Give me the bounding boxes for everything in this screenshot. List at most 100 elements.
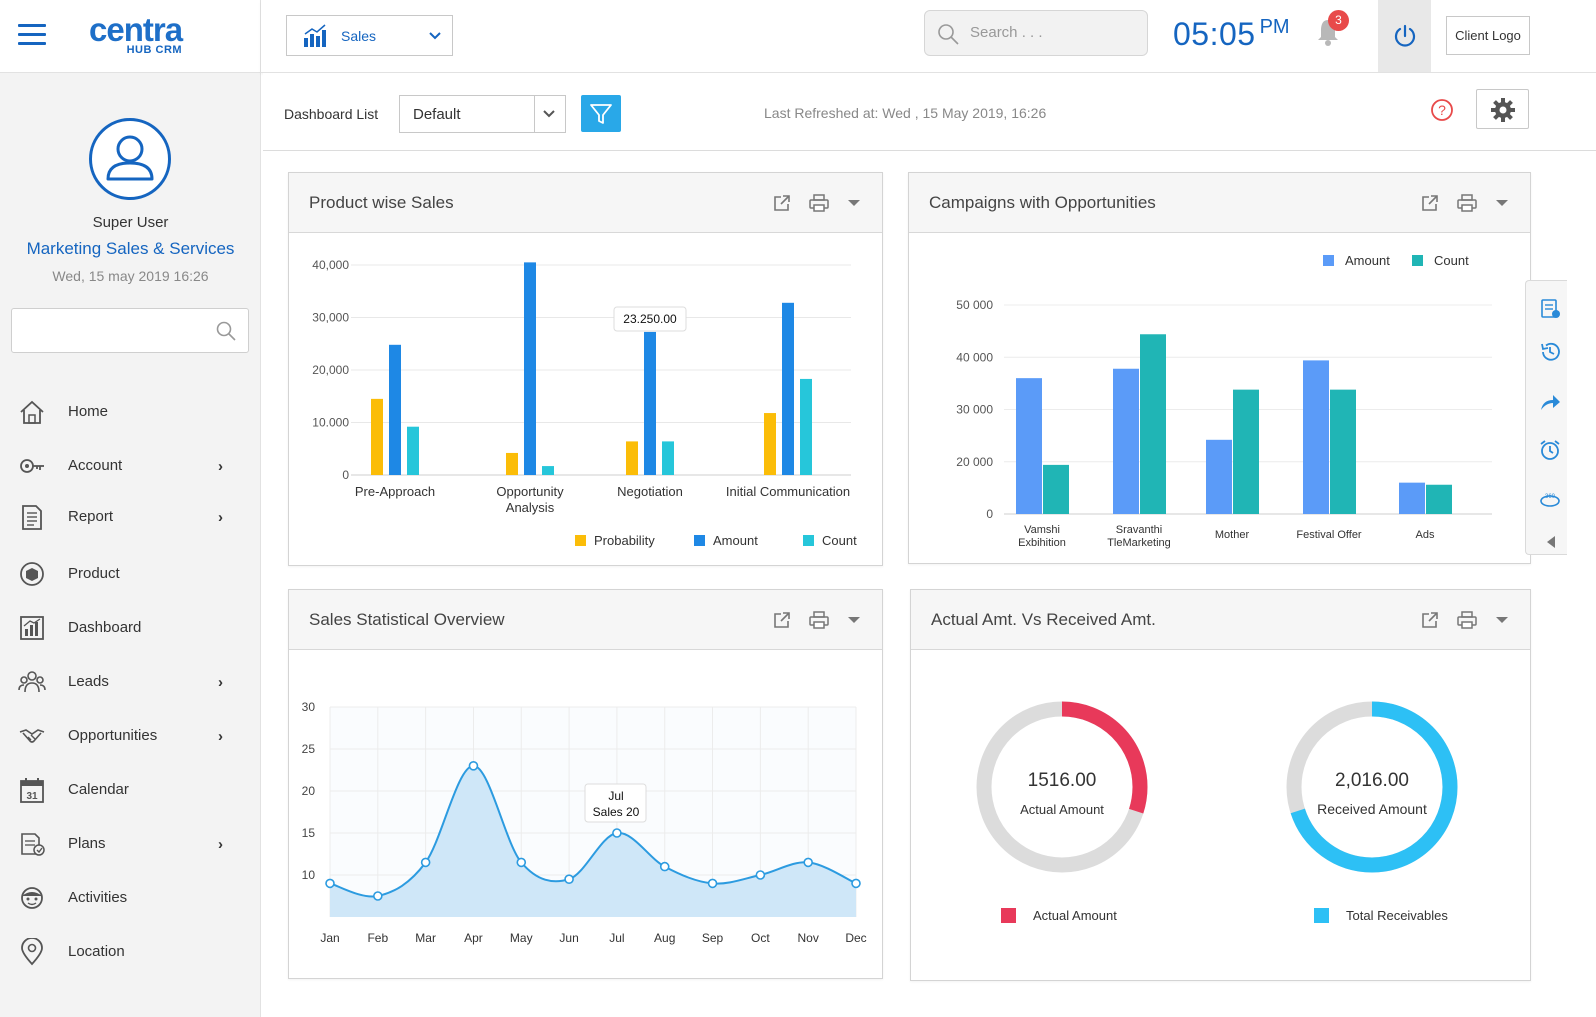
donut-slice [1286, 701, 1458, 873]
legend-label: Amount [1345, 253, 1390, 268]
y-tick-label: 50 000 [956, 298, 993, 312]
y-tick-label: 15 [302, 826, 316, 840]
external-link-icon[interactable] [1420, 193, 1440, 213]
print-icon[interactable] [1456, 193, 1477, 213]
sidebar-search-input[interactable] [20, 309, 210, 349]
search-icon[interactable] [216, 321, 236, 341]
activities-icon [21, 887, 43, 909]
sidebar-item-account[interactable]: Account › [0, 444, 261, 490]
panel-actions [1420, 610, 1512, 630]
y-tick-label: 20 [302, 784, 316, 798]
brand-sub: HUB CRM [126, 44, 183, 56]
user-role[interactable]: Marketing Sales & Services [26, 239, 235, 258]
sidebar-item-location[interactable]: Location [0, 930, 261, 976]
sidebar-item-activities[interactable]: Activities [0, 876, 261, 922]
sidebar-item-home[interactable]: Home [0, 390, 261, 436]
sidebar-item-product[interactable]: Product [0, 552, 261, 598]
external-link-icon[interactable] [772, 193, 792, 213]
data-point [851, 878, 861, 889]
bar-amount [1113, 368, 1139, 514]
bar-probability [371, 398, 383, 475]
view-360-icon[interactable]: 360 [1539, 489, 1561, 511]
external-link-icon[interactable] [772, 610, 792, 630]
sidebar-item-label: Home [68, 403, 109, 420]
legend-label: Count [1434, 253, 1469, 268]
panel-title: Actual Amt. Vs Received Amt. [931, 610, 1156, 629]
panel-campaigns: Campaigns with Opportunities 0 20 000 30 0… [908, 172, 1531, 564]
x-tick-label: Oct [751, 931, 770, 945]
legend-swatch [694, 535, 705, 546]
module-select[interactable]: Sales [286, 15, 453, 56]
legend-swatch [1323, 255, 1334, 266]
avatar[interactable] [89, 118, 171, 200]
panel-actions [772, 610, 864, 630]
sidebar-item-label: Plans [68, 835, 106, 852]
collapse-left-icon[interactable] [1544, 531, 1558, 553]
x-tick-label: Mar [415, 931, 436, 945]
tooltip-box [613, 306, 687, 332]
caret-down-icon[interactable] [844, 610, 864, 630]
print-icon[interactable] [808, 193, 829, 213]
client-logo[interactable]: Client Logo [1446, 16, 1530, 55]
hamburger-menu-icon[interactable] [18, 24, 46, 46]
sales-chart-icon [304, 24, 326, 47]
sidebar-item-dashboard[interactable]: Dashboard [0, 606, 261, 652]
panel-header: Product wise Sales [289, 173, 882, 233]
chevron-right-icon: › [218, 728, 223, 745]
external-link-icon[interactable] [1420, 610, 1440, 630]
x-tick-label: May [510, 931, 533, 945]
legend-swatch [1412, 255, 1423, 266]
x-tick-label: Jun [559, 931, 578, 945]
sidebar-item-label: Dashboard [68, 619, 142, 636]
area-fill [330, 765, 856, 917]
y-tick-label: 10 [302, 868, 316, 882]
history-icon[interactable] [1539, 341, 1561, 363]
dashboard-list-label: Dashboard List [284, 106, 379, 122]
data-point [755, 870, 766, 880]
y-tick-label: 0 [986, 507, 993, 521]
brand-logo[interactable]: centra HUB CRM [89, 12, 183, 57]
share-arrow-icon[interactable] [1539, 391, 1561, 413]
sidebar-item-opportunities[interactable]: Opportunities › [0, 714, 261, 760]
caret-down-icon[interactable] [844, 193, 864, 213]
sidebar-item-label: Leads [68, 673, 109, 690]
bar-amount [644, 331, 656, 475]
filter-button[interactable] [581, 95, 621, 132]
panel-title: Campaigns with Opportunities [929, 193, 1156, 212]
clipboard-icon[interactable] [1539, 297, 1561, 319]
power-button[interactable] [1378, 0, 1431, 72]
alarm-clock-icon[interactable] [1539, 439, 1561, 461]
sidebar-item-label: Location [68, 943, 125, 960]
x-tick-label: Vamshi [1024, 524, 1060, 536]
bar-probability [506, 452, 518, 475]
top-search-input[interactable] [970, 24, 1130, 41]
print-icon[interactable] [1456, 610, 1477, 630]
panel-title: Sales Statistical Overview [309, 610, 505, 629]
sidebar-item-leads[interactable]: Leads › [0, 660, 261, 706]
data-point [373, 891, 383, 901]
donut-value: 2,016.00 [1335, 770, 1409, 791]
donut-chart: 2,016.00 Received Amount Total Receivables [1286, 701, 1458, 923]
settings-button[interactable] [1476, 89, 1529, 129]
caret-down-icon[interactable] [1492, 193, 1512, 213]
sidebar-item-report[interactable]: Report › [0, 495, 261, 541]
notification-badge[interactable]: 3 [1328, 10, 1349, 31]
dashboard-list-value: Default [413, 106, 461, 123]
tooltip-value: 23.250.00 [623, 312, 677, 326]
help-icon[interactable]: ? [1430, 98, 1454, 122]
data-point [659, 861, 670, 872]
search-icon[interactable] [937, 23, 959, 45]
print-icon[interactable] [808, 610, 829, 630]
data-point [564, 874, 574, 884]
dashboard-toolbar: Dashboard List Default Last Refreshed at… [263, 73, 1596, 151]
sidebar-item-calendar[interactable]: 31 Calendar [0, 768, 261, 814]
dashboard-list-select[interactable]: Default [399, 95, 566, 133]
bar-count [662, 441, 674, 475]
sidebar-item-plans[interactable]: Plans › [0, 822, 261, 868]
top-search [924, 10, 1148, 56]
sidebar: centra HUB CRM Super User Marketing Sale… [0, 0, 261, 1017]
donut-value: 1516.00 [1028, 770, 1097, 791]
key-icon [20, 459, 44, 473]
panel-header: Sales Statistical Overview [289, 590, 882, 650]
caret-down-icon[interactable] [1492, 610, 1512, 630]
